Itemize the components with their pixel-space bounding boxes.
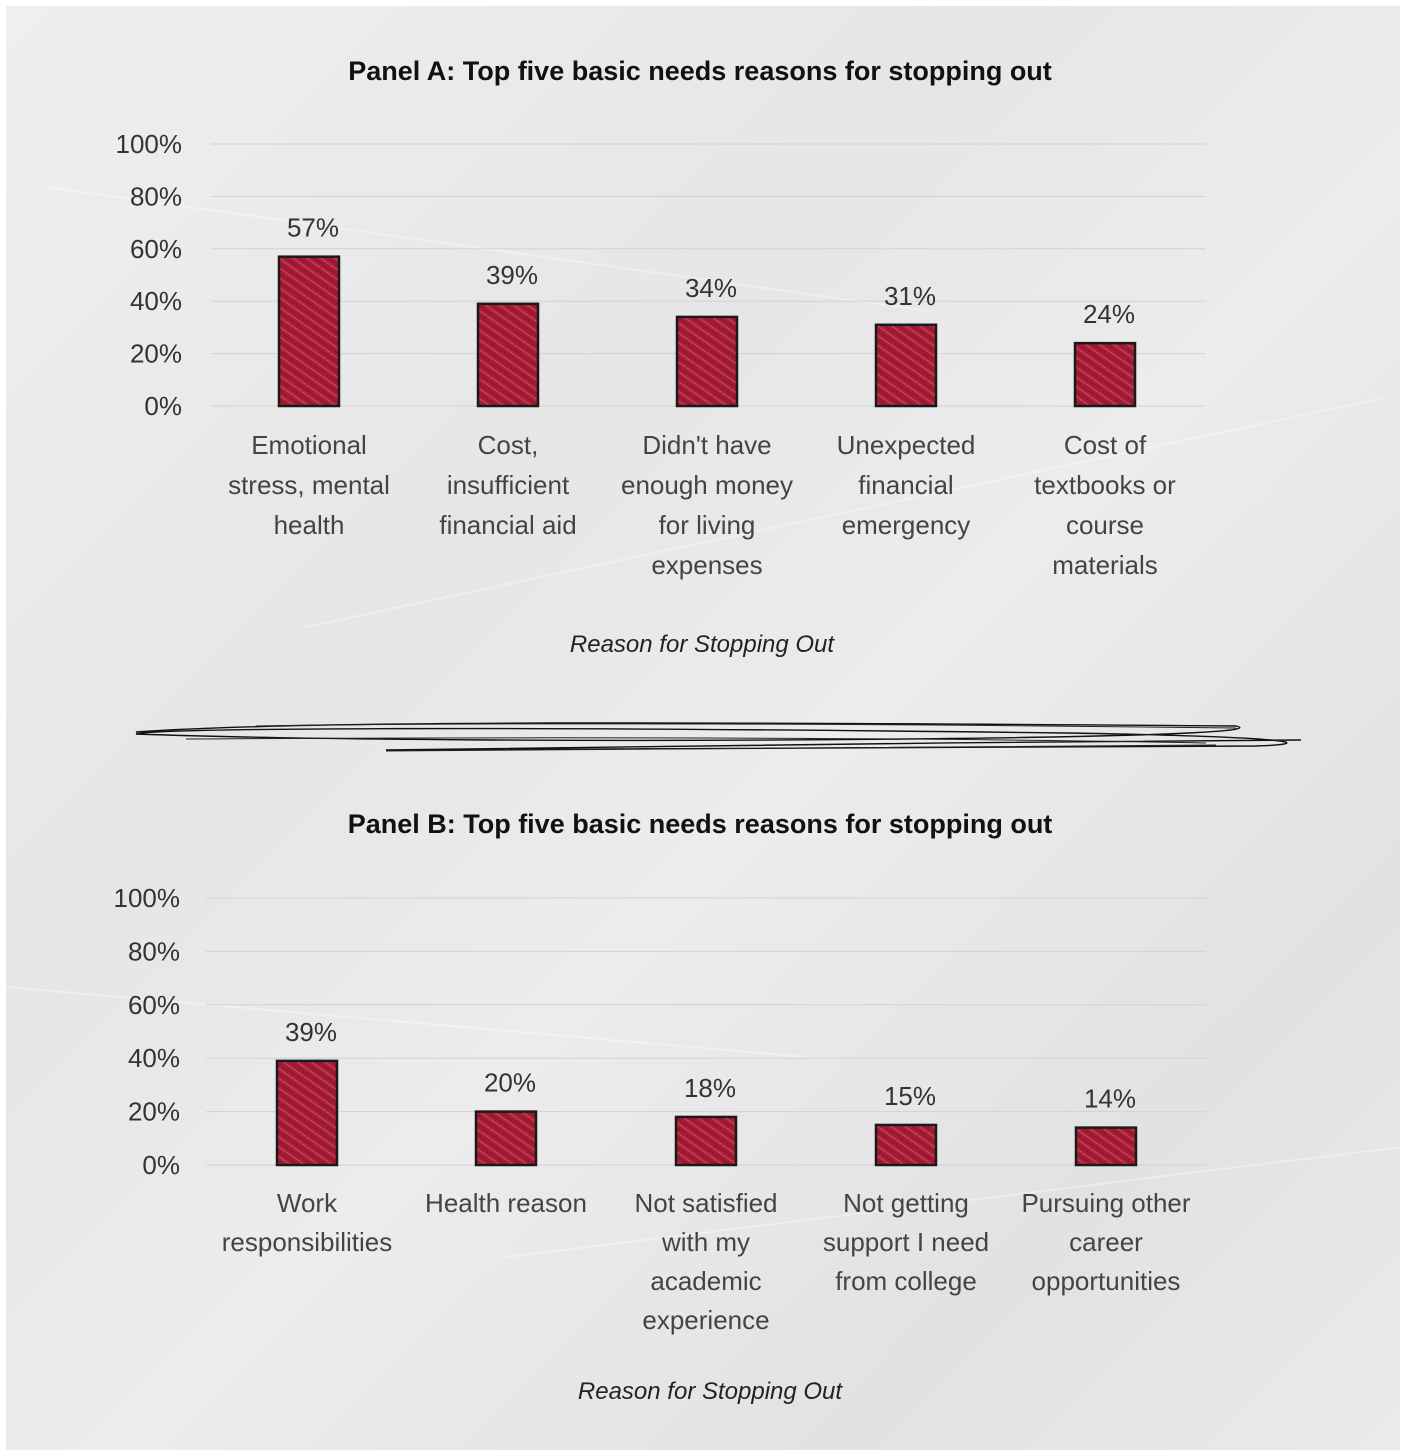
bar (675, 315, 739, 408)
bar (474, 1110, 538, 1167)
data-label: 20% (484, 1068, 536, 1098)
y-tick-label: 20% (130, 339, 182, 369)
data-label: 15% (884, 1081, 936, 1111)
bar (1074, 1126, 1138, 1167)
y-tick-label: 100% (116, 129, 183, 159)
panel-a-x-axis-label: Reason for Stopping Out (570, 631, 835, 658)
bar (476, 302, 540, 408)
data-label: 57% (287, 213, 339, 243)
panel-a-chart: Panel A: Top five basic needs reasons fo… (116, 56, 1206, 658)
y-tick-label: 60% (130, 234, 182, 264)
category-label: Health reason (425, 1188, 587, 1218)
y-tick-label: 0% (142, 1150, 180, 1180)
y-tick-label: 40% (130, 286, 182, 316)
data-label: 39% (486, 260, 538, 290)
category-label: Cost of textbooks or course materials (1034, 430, 1176, 580)
bar (275, 1059, 339, 1167)
bar (1073, 341, 1137, 408)
category-label: Didn't have enough money for living expense… (621, 430, 793, 580)
bar (874, 1123, 938, 1167)
data-label: 24% (1083, 299, 1135, 329)
bar (674, 1115, 738, 1167)
category-label: Pursuing other career opportunities (1021, 1188, 1190, 1296)
category-label: Work responsibilities (222, 1188, 393, 1257)
category-label: Not getting support I need from college (823, 1188, 989, 1296)
bar (277, 255, 341, 408)
panel-b-title: Panel B: Top five basic needs reasons fo… (348, 809, 1053, 839)
panel-b-x-axis-label: Reason for Stopping Out (578, 1378, 843, 1405)
category-label: Cost, insufficient financial aid (439, 430, 576, 540)
y-tick-label: 20% (128, 1097, 180, 1127)
y-tick-label: 40% (128, 1043, 180, 1073)
data-label: 31% (884, 281, 936, 311)
data-label: 39% (285, 1017, 337, 1047)
data-label: 18% (684, 1073, 736, 1103)
y-tick-label: 80% (128, 936, 180, 966)
bar (874, 323, 938, 408)
paper-background: Panel A: Top five basic needs reasons fo… (6, 6, 1400, 1450)
panel-b-chart: Panel B: Top five basic needs reasons fo… (114, 809, 1206, 1405)
y-tick-label: 80% (130, 181, 182, 211)
category-label: Not satisfied with my academic experience (634, 1188, 777, 1335)
panel-a-title: Panel A: Top five basic needs reasons fo… (348, 56, 1052, 86)
y-tick-label: 100% (114, 883, 181, 913)
data-label: 34% (685, 273, 737, 303)
data-label: 14% (1084, 1084, 1136, 1114)
y-tick-label: 0% (144, 391, 182, 421)
panel-b-plot-area: 0% 20% 40% 60% 80% 100% 39% Work responsibilitie… (114, 883, 1206, 1335)
category-label: Emotional stress, mental health (228, 430, 390, 540)
category-label: Unexpected financial emergency (837, 430, 976, 540)
scribble-divider (135, 722, 1302, 752)
panel-a-plot-area: 0% 20% 40% 60% 80% 100% 57% Emotional stress, me… (116, 129, 1206, 580)
y-tick-label: 60% (128, 990, 180, 1020)
